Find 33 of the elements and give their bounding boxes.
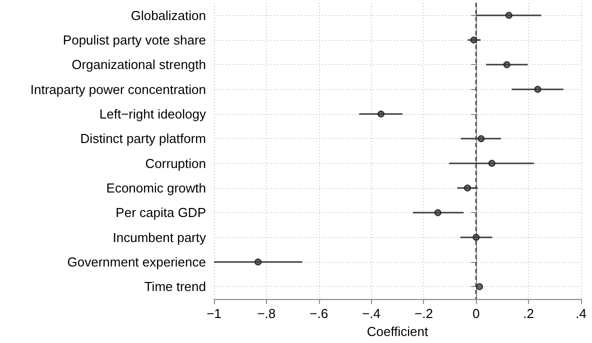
x-tick-label: −.4 (362, 306, 381, 321)
point (534, 86, 542, 93)
x-tick-label: −1 (206, 306, 222, 321)
point (476, 283, 484, 290)
x-tick-label: −.2 (414, 306, 433, 321)
point (470, 36, 478, 44)
y-tick-label: Time trend (144, 279, 206, 294)
y-tick-label: Incumbent party (112, 230, 206, 245)
point (434, 209, 442, 216)
y-tick-label: Left−right ideology (99, 106, 206, 122)
x-tick-label: .2 (523, 306, 534, 321)
x-axis-title: Coefficient (366, 324, 428, 339)
x-tick-label: .4 (576, 306, 586, 321)
point (472, 234, 480, 241)
y-tick-label: Organizational strength (72, 57, 206, 72)
y-tick-label: Globalization (130, 8, 206, 23)
point (488, 160, 496, 167)
x-tick-label: 0 (472, 306, 480, 321)
point (464, 184, 471, 192)
y-tick-label: Per capita GDP (116, 205, 206, 220)
y-tick-label: Populist party vote share (62, 32, 206, 48)
point (478, 135, 485, 142)
y-tick-label: Distinct party platform (80, 131, 206, 146)
point (254, 258, 262, 266)
y-tick-label: Intraparty power concentration (30, 82, 206, 97)
y-tick-label: Corruption (145, 156, 206, 171)
y-tick-label: Government experience (67, 254, 206, 270)
x-tick-label: −.6 (310, 306, 328, 321)
point (377, 110, 384, 118)
y-tick-label: Economic growth (106, 180, 206, 196)
point (505, 12, 512, 19)
point (503, 61, 510, 68)
x-tick-label: −.8 (257, 306, 276, 321)
